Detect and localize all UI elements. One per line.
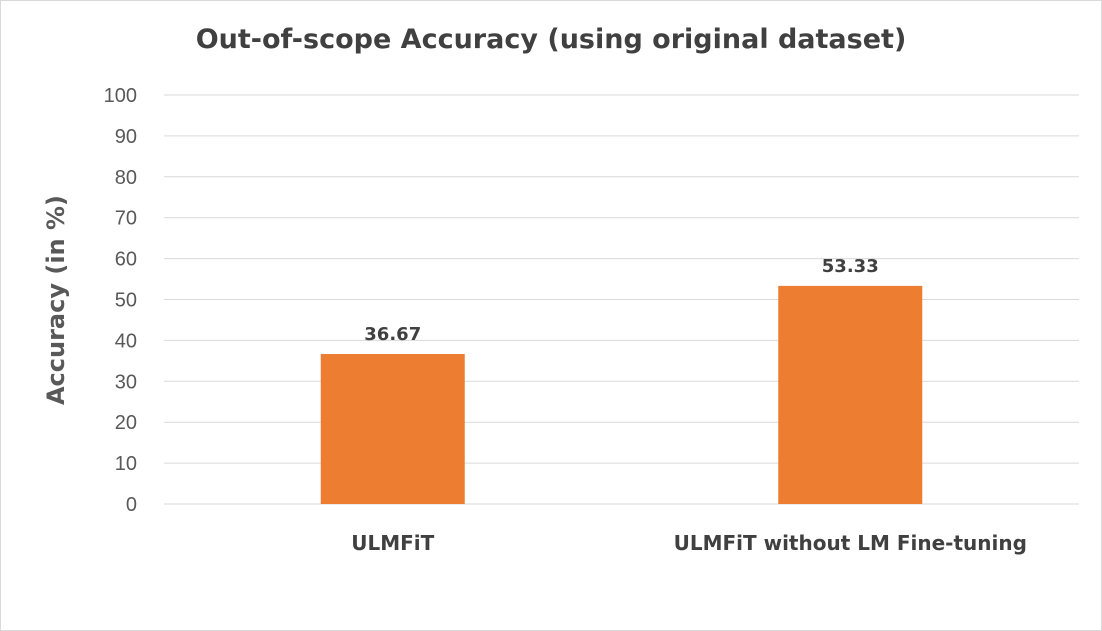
y-tick-label: 20 — [115, 412, 137, 434]
y-tick-label: 80 — [115, 167, 137, 189]
bar — [320, 354, 465, 504]
bar-value-label: 53.33 — [822, 256, 879, 277]
chart-title: Out-of-scope Accuracy (using original da… — [195, 24, 907, 55]
data-labels: 36.67 53.33 — [364, 256, 878, 345]
y-tick-label: 40 — [115, 330, 137, 352]
x-category-label: ULMFiT — [351, 531, 434, 555]
bar — [778, 285, 923, 504]
y-tick-label: 10 — [115, 453, 137, 475]
y-tick-label: 0 — [126, 494, 137, 516]
y-axis-ticks: 0 10 20 30 40 50 60 70 80 90 100 — [104, 85, 137, 516]
gridlines — [164, 94, 1079, 505]
bar-value-label: 36.67 — [364, 324, 421, 345]
y-tick-label: 90 — [115, 126, 137, 148]
y-tick-label: 70 — [115, 208, 137, 230]
y-tick-label: 100 — [104, 85, 137, 107]
y-tick-label: 30 — [115, 371, 137, 393]
y-tick-label: 50 — [115, 290, 137, 312]
y-axis-title: Accuracy (in %) — [42, 195, 70, 405]
y-tick-label: 60 — [115, 249, 137, 271]
bars — [320, 285, 923, 504]
x-category-label: ULMFiT without LM Fine-tuning — [674, 531, 1027, 555]
x-axis-categories: ULMFiT ULMFiT without LM Fine-tuning — [351, 531, 1027, 555]
